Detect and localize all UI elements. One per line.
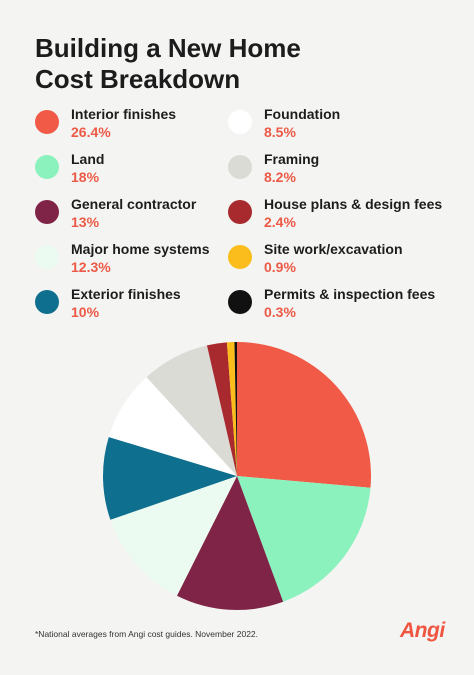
legend-value: 12.3% — [71, 259, 111, 275]
legend-label: Foundation — [264, 106, 341, 122]
pie-slice-major-home-systems — [110, 476, 237, 596]
pie-slice-permits-inspection-fees — [234, 341, 237, 476]
legend-swatch — [228, 245, 252, 269]
legend-swatch — [35, 110, 59, 134]
page-title: Building a New Home Cost Breakdown — [35, 33, 435, 95]
legend-value: 0.9% — [264, 259, 296, 275]
pie-slice-land — [237, 476, 371, 602]
legend-label: Exterior finishes — [71, 286, 181, 302]
legend-label: Framing — [264, 151, 320, 167]
legend-item-foundation: Foundation 8.5% — [228, 106, 458, 150]
pie-slice-framing — [146, 345, 237, 476]
legend-item-major-home-systems: Major home systems 12.3% — [35, 241, 265, 285]
legend-swatch — [228, 110, 252, 134]
legend-swatch — [35, 155, 59, 179]
legend-item-interior-finishes: Interior finishes 26.4% — [35, 106, 265, 150]
legend-swatch — [35, 245, 59, 269]
legend-item-exterior-finishes: Exterior finishes 10% — [35, 286, 265, 330]
legend-label: Permits & inspection fees — [264, 286, 436, 302]
pie-slice-general-contractor — [176, 476, 284, 610]
legend-label: Major home systems — [71, 241, 210, 257]
legend-swatch — [228, 200, 252, 224]
angi-logo: Angi — [400, 619, 445, 642]
pie-slice-interior-finishes — [237, 342, 371, 488]
legend-value: 26.4% — [71, 124, 111, 140]
legend-value: 18% — [71, 169, 100, 185]
pie-slice-foundation — [108, 377, 237, 476]
legend-label: Site work/excavation — [264, 241, 403, 257]
legend-item-land: Land 18% — [35, 151, 265, 195]
legend-value: 2.4% — [264, 214, 296, 230]
legend-value: 0.3% — [264, 304, 296, 320]
legend-swatch — [35, 200, 59, 224]
title-line-2: Cost Breakdown — [35, 64, 241, 94]
legend-value: 8.2% — [264, 169, 296, 185]
title-line-1: Building a New Home — [35, 33, 301, 63]
legend-label: Interior finishes — [71, 106, 177, 122]
legend-swatch — [35, 290, 59, 314]
legend-value: 10% — [71, 304, 100, 320]
legend-label: House plans & design fees — [264, 196, 443, 212]
legend-item-site-work: Site work/excavation 0.9% — [228, 241, 458, 285]
legend-label: General contractor — [71, 196, 197, 212]
legend-label: Land — [71, 151, 105, 167]
legend-value: 8.5% — [264, 124, 296, 140]
legend: Interior finishes 26.4% Land 18% General… — [0, 0, 474, 330]
pie-slice-house-plans-design-fees — [206, 342, 237, 476]
legend-swatch — [228, 290, 252, 314]
legend-value: 13% — [71, 214, 100, 230]
pie-slice-exterior-finishes — [102, 437, 237, 520]
legend-item-permits: Permits & inspection fees 0.3% — [228, 286, 458, 330]
legend-item-general-contractor: General contractor 13% — [35, 196, 265, 240]
legend-item-framing: Framing 8.2% — [228, 151, 458, 195]
legend-item-house-plans: House plans & design fees 2.4% — [228, 196, 458, 240]
footnote: *National averages from Angi cost guides… — [35, 629, 259, 639]
legend-swatch — [228, 155, 252, 179]
pie-slice-site-work-excavation — [226, 342, 237, 476]
